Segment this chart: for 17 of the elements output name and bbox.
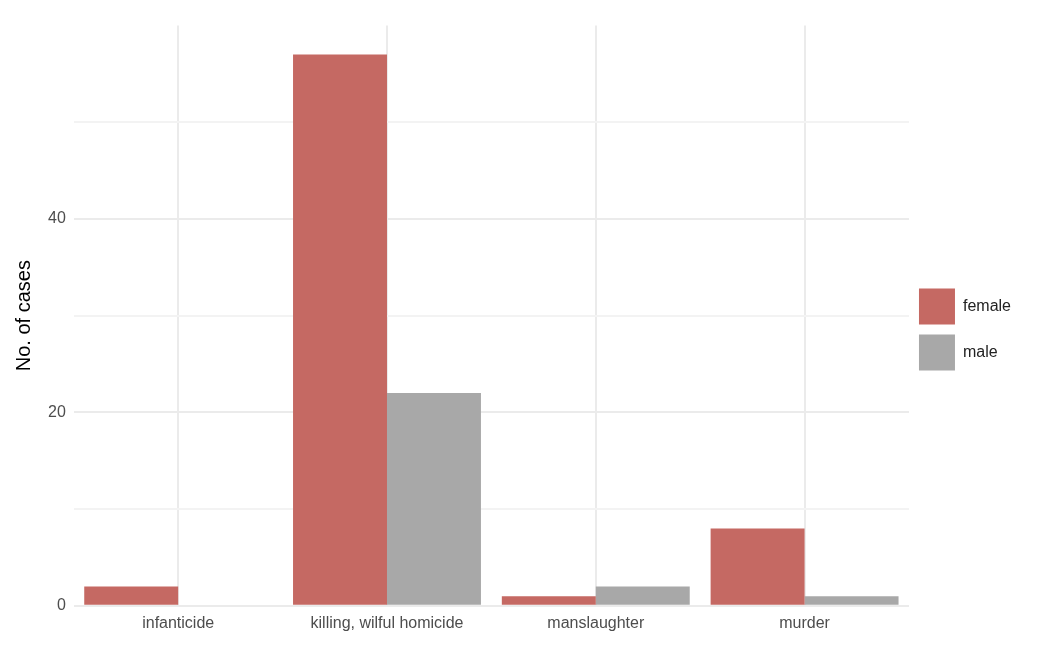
bar bbox=[804, 596, 899, 605]
legend-label: female bbox=[962, 296, 1012, 314]
legend-label: male bbox=[962, 342, 998, 360]
y-axis-title: No. of cases bbox=[11, 260, 34, 372]
bar bbox=[710, 528, 805, 605]
bar bbox=[386, 393, 481, 605]
y-tick-label: 40 bbox=[48, 209, 66, 227]
bar bbox=[84, 586, 179, 605]
x-tick-label: murder bbox=[779, 613, 831, 631]
bar bbox=[293, 54, 387, 605]
bar bbox=[595, 586, 690, 605]
y-tick-label: 20 bbox=[48, 402, 66, 420]
x-tick-label: manslaughter bbox=[547, 613, 645, 631]
bar bbox=[501, 596, 596, 605]
y-tick-label: 0 bbox=[56, 596, 66, 614]
x-tick-label: killing, wilful homicide bbox=[310, 613, 464, 631]
x-tick-label: infanticide bbox=[142, 613, 215, 631]
